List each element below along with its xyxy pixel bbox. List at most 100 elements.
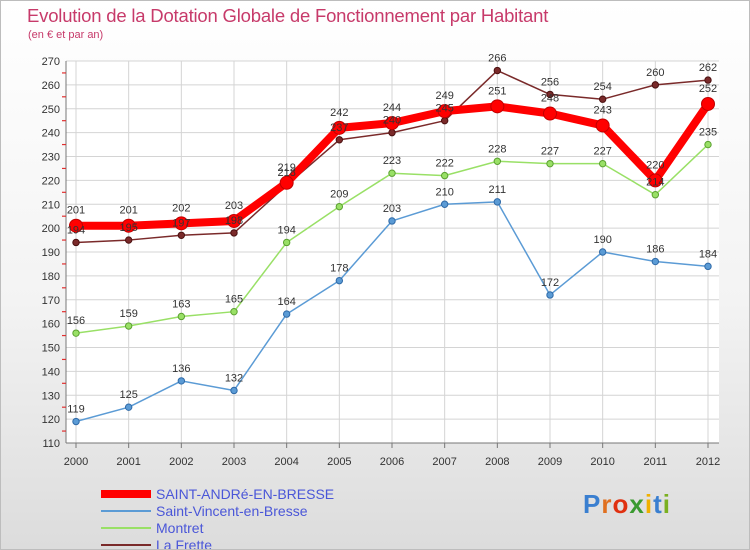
data-point-la-frette-2003 bbox=[230, 229, 238, 237]
data-label-saint-vincent-en-bresse-2006: 203 bbox=[383, 203, 401, 215]
data-label-la-frette-2010: 254 bbox=[593, 81, 611, 93]
data-point-montret-2000 bbox=[72, 329, 80, 337]
data-point-saint-andr-en-bresse-2003 bbox=[227, 213, 241, 228]
data-point-saint-andr-en-bresse-2001 bbox=[121, 218, 136, 233]
data-label-montret-2007: 222 bbox=[435, 158, 453, 170]
logo-letter: o bbox=[612, 489, 630, 519]
data-label-la-frette-2008: 266 bbox=[488, 53, 506, 65]
data-label-la-frette-2002: 197 bbox=[172, 217, 190, 229]
x-tick-label-2007: 2007 bbox=[432, 456, 456, 468]
data-label-saint-vincent-en-bresse-2003: 132 bbox=[225, 372, 243, 384]
data-label-montret-2000: 156 bbox=[67, 315, 85, 327]
y-tick-label-160: 160 bbox=[42, 319, 60, 331]
data-point-la-frette-2008 bbox=[493, 66, 502, 75]
y-tick-label-250: 250 bbox=[42, 104, 60, 116]
data-label-la-frette-2004: 218 bbox=[277, 167, 295, 179]
x-tick-label-2004: 2004 bbox=[274, 456, 298, 468]
logo-letter: t bbox=[653, 489, 663, 519]
data-point-saint-andr-en-bresse-2010 bbox=[595, 118, 610, 133]
data-label-montret-2010: 227 bbox=[593, 146, 611, 158]
logo-letter: i bbox=[644, 489, 654, 519]
logo-letter: i bbox=[662, 489, 671, 519]
y-tick-label-120: 120 bbox=[42, 414, 60, 426]
data-point-saint-vincent-en-bresse-2001 bbox=[124, 403, 133, 411]
data-point-la-frette-2005 bbox=[335, 136, 344, 144]
data-label-saint-andr-en-bresse-2007: 249 bbox=[435, 90, 453, 102]
x-tick-label-2010: 2010 bbox=[590, 456, 614, 468]
logo-letter: r bbox=[601, 489, 613, 519]
y-tick-label-260: 260 bbox=[42, 80, 60, 92]
proxiti-logo: Proxiti bbox=[583, 489, 671, 520]
data-label-saint-vincent-en-bresse-2002: 136 bbox=[172, 363, 190, 375]
data-point-saint-vincent-en-bresse-2003 bbox=[230, 386, 238, 395]
data-point-saint-andr-en-bresse-2005 bbox=[332, 120, 347, 135]
data-point-saint-vincent-en-bresse-2004 bbox=[282, 310, 291, 318]
data-label-saint-andr-en-bresse-2004: 219 bbox=[277, 162, 295, 174]
data-label-saint-vincent-en-bresse-2005: 178 bbox=[330, 263, 348, 275]
y-tick-label-200: 200 bbox=[42, 223, 60, 235]
data-label-saint-andr-en-bresse-2006: 244 bbox=[383, 102, 401, 114]
data-point-montret-2001 bbox=[124, 322, 133, 330]
data-label-saint-vincent-en-bresse-2004: 164 bbox=[277, 296, 295, 308]
logo-letter: x bbox=[629, 489, 645, 519]
data-label-saint-vincent-en-bresse-2000: 119 bbox=[67, 404, 85, 416]
data-point-saint-andr-en-bresse-2009 bbox=[543, 106, 557, 121]
data-point-saint-andr-en-bresse-2004 bbox=[279, 175, 294, 190]
data-point-saint-vincent-en-bresse-2012 bbox=[704, 262, 712, 271]
x-tick-label-2009: 2009 bbox=[538, 456, 562, 468]
data-label-montret-2011: 214 bbox=[646, 177, 664, 189]
data-label-saint-vincent-en-bresse-2007: 210 bbox=[435, 186, 453, 198]
y-tick-label-240: 240 bbox=[42, 128, 60, 140]
legend-label-saint-andr-en-bresse: SAINT-ANDRé-EN-BRESSE bbox=[156, 486, 335, 502]
data-point-la-frette-2011 bbox=[651, 81, 660, 89]
legend-label-saint-vincent-en-bresse: Saint-Vincent-en-Bresse bbox=[156, 503, 308, 519]
data-label-saint-andr-en-bresse-2010: 243 bbox=[593, 104, 611, 116]
data-label-saint-andr-en-bresse-2012: 252 bbox=[699, 83, 717, 95]
data-label-saint-andr-en-bresse-2003: 203 bbox=[225, 200, 243, 212]
data-point-montret-2003 bbox=[230, 307, 238, 316]
x-tick-label-2001: 2001 bbox=[116, 456, 140, 468]
data-label-la-frette-2009: 256 bbox=[541, 76, 559, 88]
legend-swatch-montret bbox=[101, 527, 151, 529]
data-point-saint-andr-en-bresse-2000 bbox=[69, 218, 83, 233]
data-label-montret-2004: 194 bbox=[277, 224, 295, 236]
data-label-saint-vincent-en-bresse-2001: 125 bbox=[119, 389, 137, 401]
data-label-la-frette-2001: 195 bbox=[119, 222, 137, 234]
data-point-saint-vincent-en-bresse-2009 bbox=[546, 291, 554, 299]
data-point-montret-2012 bbox=[704, 140, 712, 149]
legend-swatch-la-frette bbox=[101, 544, 151, 546]
y-tick-label-170: 170 bbox=[42, 295, 60, 307]
data-point-montret-2011 bbox=[651, 191, 660, 199]
data-label-la-frette-2003: 198 bbox=[225, 215, 243, 227]
x-tick-label-2003: 2003 bbox=[222, 456, 246, 468]
data-point-montret-2009 bbox=[546, 159, 554, 168]
y-tick-label-130: 130 bbox=[42, 390, 60, 402]
data-point-saint-andr-en-bresse-2002 bbox=[174, 216, 189, 231]
data-point-saint-andr-en-bresse-2008 bbox=[490, 99, 505, 114]
data-point-montret-2006 bbox=[388, 169, 396, 177]
data-point-la-frette-2001 bbox=[124, 236, 133, 244]
data-point-montret-2002 bbox=[177, 312, 186, 321]
chart-title: Evolution de la Dotation Globale de Fonc… bbox=[27, 5, 549, 26]
data-label-la-frette-2005: 237 bbox=[330, 122, 348, 134]
data-point-montret-2007 bbox=[440, 171, 449, 180]
data-point-montret-2004 bbox=[282, 238, 291, 247]
x-tick-label-2008: 2008 bbox=[485, 456, 509, 468]
data-point-montret-2008 bbox=[493, 157, 502, 165]
data-point-saint-andr-en-bresse-2011 bbox=[648, 173, 663, 188]
y-tick-label-210: 210 bbox=[42, 199, 60, 211]
data-label-la-frette-2011: 260 bbox=[646, 67, 664, 79]
y-tick-label-220: 220 bbox=[42, 175, 60, 187]
data-label-montret-2001: 159 bbox=[119, 308, 137, 320]
data-point-saint-vincent-en-bresse-2010 bbox=[598, 248, 607, 256]
data-label-saint-vincent-en-bresse-2009: 172 bbox=[541, 277, 559, 289]
data-label-la-frette-2006: 240 bbox=[383, 115, 401, 127]
data-point-montret-2005 bbox=[335, 202, 344, 211]
data-label-montret-2008: 228 bbox=[488, 143, 506, 155]
y-tick-label-150: 150 bbox=[42, 343, 60, 355]
y-tick-label-190: 190 bbox=[42, 247, 60, 259]
data-label-saint-andr-en-bresse-2002: 202 bbox=[172, 202, 190, 214]
y-tick-label-140: 140 bbox=[42, 366, 60, 378]
chart-subtitle: (en € et par an) bbox=[28, 29, 104, 41]
